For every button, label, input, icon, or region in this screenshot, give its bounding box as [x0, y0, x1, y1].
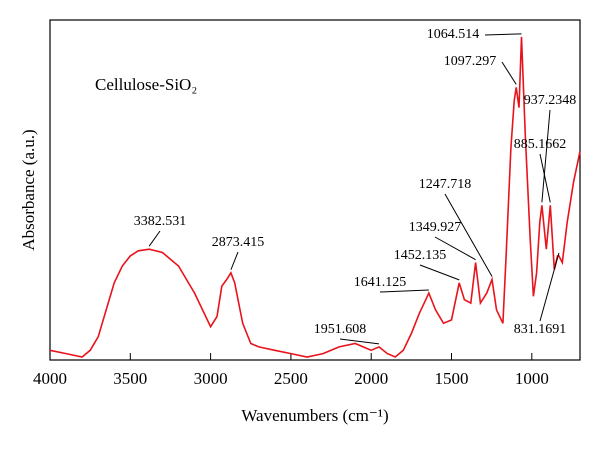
leader-line — [339, 338, 380, 345]
peak-label: 1641.125 — [354, 275, 407, 290]
x-tick-label: 2000 — [354, 369, 388, 388]
peak-label: 1349.927 — [409, 220, 462, 235]
spectrum-line — [49, 36, 581, 358]
leader-line — [484, 33, 522, 36]
x-axis-label: Wavenumbers (cm⁻¹) — [241, 406, 388, 425]
peak-label: 1064.514 — [427, 27, 480, 42]
x-tick-label: 3000 — [194, 369, 228, 388]
x-tick-label: 2500 — [274, 369, 308, 388]
leader-line — [419, 264, 460, 281]
inset-label: Cellulose-SiO₂ — [95, 75, 197, 94]
leader-line — [148, 230, 161, 247]
peak-label: 937.2348 — [524, 93, 577, 108]
peak-label: 1452.135 — [394, 248, 447, 263]
x-tick-label: 3500 — [113, 369, 147, 388]
leader-line — [541, 109, 551, 203]
peak-label: 3382.531 — [134, 214, 187, 229]
leader-line — [444, 193, 493, 277]
leader-line — [434, 236, 476, 261]
x-tick-label: 1000 — [515, 369, 549, 388]
leader-line — [379, 289, 429, 293]
plot-frame — [49, 19, 581, 361]
x-tick-label: 1500 — [435, 369, 469, 388]
peak-label: 1951.608 — [314, 322, 367, 337]
peak-label: 885.1662 — [514, 137, 567, 152]
peak-label: 2873.415 — [212, 235, 265, 250]
leader-line — [539, 252, 560, 322]
leader-line — [501, 61, 517, 85]
leader-line — [230, 251, 239, 270]
peak-label: 1097.297 — [444, 54, 497, 69]
peak-label: 831.1691 — [514, 322, 567, 337]
leader-line — [539, 153, 551, 203]
y-axis-label: Absorbance (a.u.) — [19, 129, 38, 250]
x-tick-label: 4000 — [33, 369, 67, 388]
peak-label: 1247.718 — [419, 177, 472, 192]
